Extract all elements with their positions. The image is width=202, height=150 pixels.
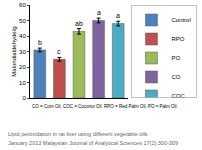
svg-text:CO: CO bbox=[171, 74, 180, 80]
svg-text:40: 40 bbox=[19, 33, 26, 39]
svg-text:Control: Control bbox=[171, 17, 190, 23]
svg-text:PO: PO bbox=[171, 55, 180, 61]
svg-text:Malondialdehyde/g: Malondialdehyde/g bbox=[11, 26, 17, 76]
svg-text:ab: ab bbox=[75, 20, 83, 27]
svg-text:a: a bbox=[97, 9, 101, 16]
svg-text:50: 50 bbox=[19, 18, 26, 24]
svg-text:0: 0 bbox=[22, 95, 26, 101]
svg-text:RPO: RPO bbox=[171, 36, 184, 42]
svg-text:CO = Corn Oil. COC = Coconut O: CO = Corn Oil. COC = Coconut Oil. RPO = … bbox=[32, 104, 178, 109]
svg-text:c: c bbox=[57, 48, 61, 55]
svg-text:20: 20 bbox=[19, 64, 26, 70]
svg-text:a: a bbox=[116, 12, 120, 19]
svg-text:10: 10 bbox=[19, 80, 26, 86]
svg-text:b: b bbox=[38, 39, 42, 46]
svg-text:Lipid peroxidation in rat live: Lipid peroxidation in rat liver using di… bbox=[8, 131, 148, 137]
svg-text:60: 60 bbox=[19, 2, 26, 8]
svg-text:30: 30 bbox=[19, 49, 26, 55]
svg-text:January 2013 Malaysian Journal: January 2013 Malaysian Journal of Analyt… bbox=[8, 140, 178, 146]
svg-text:COC: COC bbox=[171, 93, 185, 97]
